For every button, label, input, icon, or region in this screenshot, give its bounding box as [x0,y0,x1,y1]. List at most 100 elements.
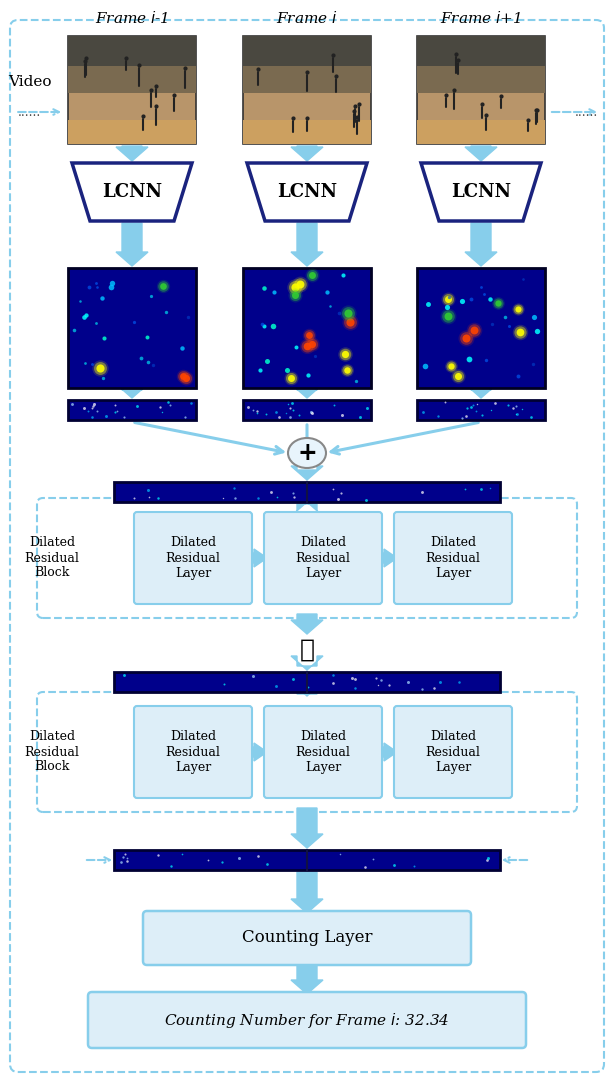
Point [453,368,463,385]
Point [336,484,346,501]
Point [290,286,300,303]
Point [512,406,522,423]
FancyBboxPatch shape [394,512,512,604]
Point [532,323,542,340]
Point [494,295,503,312]
Point [329,397,339,414]
Text: Dilated
Residual
Block: Dilated Residual Block [25,537,79,580]
Point [110,404,120,421]
FancyBboxPatch shape [68,121,196,144]
FancyBboxPatch shape [417,36,545,144]
Ellipse shape [288,438,326,468]
Point [508,399,518,416]
Point [87,356,97,373]
FancyBboxPatch shape [88,992,526,1048]
Point [177,845,187,862]
Point [443,307,453,324]
FancyBboxPatch shape [417,400,545,420]
Point [453,368,463,385]
Point [457,293,467,310]
Point [505,317,515,335]
Point [285,409,295,426]
Point [95,359,104,377]
Point [435,674,445,691]
FancyBboxPatch shape [264,512,382,604]
Point [286,369,296,386]
Point [91,274,101,292]
Point [494,295,503,312]
Point [154,490,163,507]
Point [112,402,122,420]
Point [343,305,352,322]
Point [433,408,443,425]
Point [479,285,489,302]
FancyBboxPatch shape [243,36,371,144]
Point [259,317,269,335]
Point [178,367,188,384]
Point [295,275,305,293]
Point [419,357,429,374]
FancyArrow shape [291,808,323,848]
Point [389,856,399,874]
Point [453,368,463,385]
Point [290,286,300,303]
Point [443,307,453,324]
FancyArrow shape [116,223,148,266]
Point [462,400,472,417]
Point [529,355,538,372]
Point [338,267,348,284]
Point [418,404,427,421]
Point [166,858,176,875]
Text: Dilated
Residual
Layer: Dilated Residual Layer [426,731,480,774]
Point [119,409,128,426]
Point [490,395,500,412]
Point [101,407,111,424]
Text: Dilated
Residual
Layer: Dilated Residual Layer [166,537,220,580]
Point [262,855,272,873]
Point [328,480,338,497]
Point [355,409,365,426]
Point [289,484,298,501]
Point [410,858,419,875]
Point [255,362,265,379]
Point [95,359,104,377]
Point [163,394,173,411]
Point [308,335,317,352]
Point [107,274,117,292]
Point [258,280,268,297]
Point [219,676,229,693]
Point [306,266,316,283]
Point [422,296,432,313]
FancyBboxPatch shape [243,268,371,388]
Point [460,329,470,346]
Point [274,409,284,426]
Point [513,300,523,317]
Point [248,401,258,419]
Point [347,669,357,686]
Point [186,394,196,411]
Point [153,847,163,864]
Point [464,351,473,368]
Point [461,407,471,424]
Point [177,339,187,356]
Text: Frame $i$: Frame $i$ [276,10,338,26]
Point [529,309,538,326]
Point [500,309,510,326]
Point [122,853,131,870]
Point [129,490,139,507]
Point [178,367,188,384]
Point [513,367,523,384]
Point [368,850,378,867]
Point [503,397,513,414]
Text: Video: Video [8,75,52,89]
Point [338,407,348,424]
Point [288,401,298,419]
Point [361,491,371,508]
Point [88,395,98,412]
Point [472,396,482,413]
FancyBboxPatch shape [114,482,500,502]
Point [343,305,352,322]
Point [345,313,355,330]
Point [252,402,262,420]
FancyBboxPatch shape [114,672,500,692]
